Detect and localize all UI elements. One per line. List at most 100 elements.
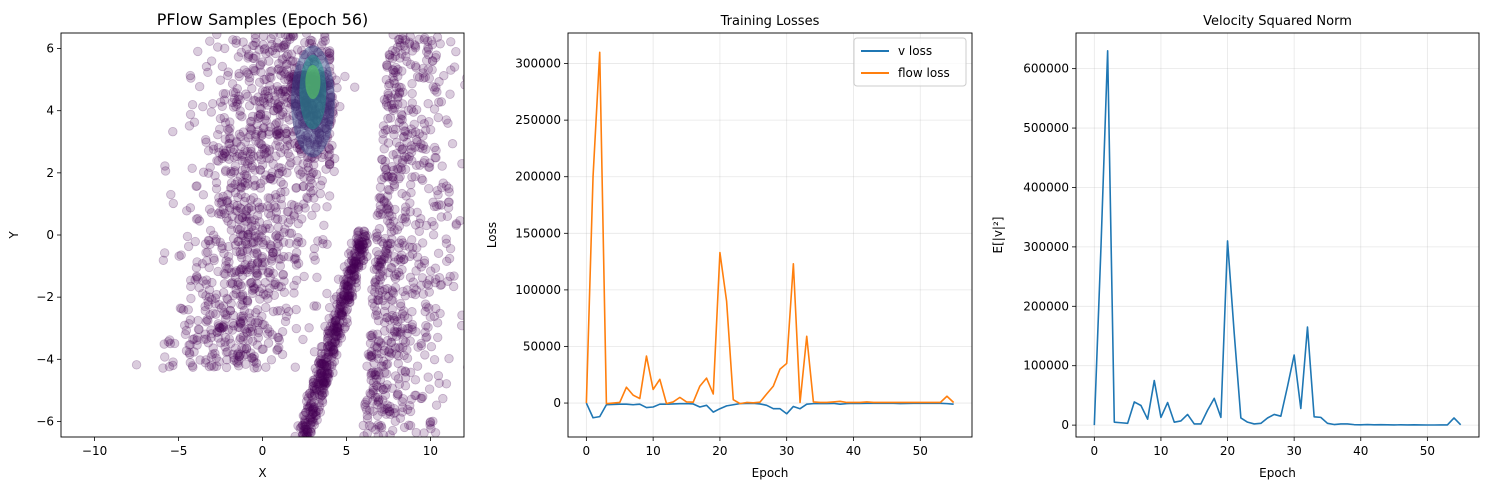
scatter-point xyxy=(284,306,294,317)
scatter-point xyxy=(329,344,339,355)
scatter-point xyxy=(251,129,261,140)
scatter-point xyxy=(225,117,235,127)
scatter-point xyxy=(268,248,278,258)
scatter-point xyxy=(209,255,219,266)
scatter-point xyxy=(430,52,441,63)
scatter-point xyxy=(395,172,405,182)
scatter-point xyxy=(394,141,405,152)
scatter-point xyxy=(237,165,247,176)
scatter-point xyxy=(238,127,249,137)
scatter-point xyxy=(430,428,441,437)
scatter-point xyxy=(184,121,195,131)
scatter-point xyxy=(233,358,243,368)
scatter-point xyxy=(259,98,270,108)
scatter-point xyxy=(330,315,341,325)
scatter-point xyxy=(208,343,218,353)
scatter-point xyxy=(291,323,302,334)
scatter-point xyxy=(307,210,317,221)
scatter-point xyxy=(160,166,171,176)
scatter-point xyxy=(216,323,227,334)
scatter-point xyxy=(338,295,348,305)
scatter-point xyxy=(471,185,480,194)
scatter-point xyxy=(300,416,310,427)
scatter-point xyxy=(254,77,265,87)
scatter-point xyxy=(253,333,264,343)
scatter-point xyxy=(190,236,200,247)
scatter-point xyxy=(270,42,280,53)
scatter-point xyxy=(299,172,309,183)
scatter-point xyxy=(323,325,334,336)
scatter-points xyxy=(131,33,480,437)
scatter-point xyxy=(302,403,313,413)
scatter-point xyxy=(429,220,439,231)
scatter-point xyxy=(282,207,293,217)
scatter-point xyxy=(323,342,333,352)
scatter-point xyxy=(372,235,382,245)
scatter-point xyxy=(235,319,246,329)
scatter-point xyxy=(249,238,259,248)
scatter-point xyxy=(203,168,214,178)
scatter-point xyxy=(329,347,339,357)
scatter-point xyxy=(358,232,368,243)
scatter-point xyxy=(416,174,427,184)
scatter-point xyxy=(259,122,269,133)
scatter-point xyxy=(239,196,250,207)
scatter-point xyxy=(247,160,257,171)
scatter-point xyxy=(237,111,247,122)
losses-x-ticks: 0 10 20 30 40 50 xyxy=(583,437,928,458)
scatter-point xyxy=(215,113,226,124)
scatter-point xyxy=(274,231,285,242)
scatter-point xyxy=(244,308,255,318)
scatter-point xyxy=(275,128,285,139)
scatter-point xyxy=(244,101,255,111)
y-tick-label: 0 xyxy=(1061,418,1069,432)
scatter-point xyxy=(245,313,255,323)
scatter-point xyxy=(398,335,408,345)
scatter-point xyxy=(318,357,329,368)
scatter-point xyxy=(364,420,375,431)
scatter-point xyxy=(268,159,278,169)
scatter-point xyxy=(238,316,248,326)
scatter-point xyxy=(276,66,286,76)
scatter-point xyxy=(399,422,410,433)
scatter-point xyxy=(346,238,357,248)
scatter-point xyxy=(238,311,248,321)
scatter-point xyxy=(267,39,277,50)
scatter-title: PFlow Samples (Epoch 56) xyxy=(157,10,369,29)
scatter-point xyxy=(369,302,380,312)
scatter-point xyxy=(407,235,417,245)
scatter-point xyxy=(256,149,266,159)
x-tick-label: 10 xyxy=(645,444,660,458)
scatter-point xyxy=(185,109,196,120)
scatter-point xyxy=(194,324,204,335)
scatter-point xyxy=(239,65,250,75)
velocity-axes-frame xyxy=(1075,32,1480,438)
scatter-point xyxy=(209,362,219,372)
scatter-point xyxy=(335,322,345,332)
scatter-point xyxy=(257,311,267,322)
scatter-point xyxy=(324,326,334,336)
scatter-point xyxy=(306,390,317,400)
scatter-point xyxy=(400,214,410,224)
scatter-point xyxy=(249,175,259,185)
scatter-point xyxy=(233,224,243,234)
scatter-point xyxy=(222,355,232,365)
scatter-point xyxy=(203,247,213,257)
y-tick-label: 600000 xyxy=(1023,62,1069,76)
scatter-point xyxy=(217,322,228,332)
scatter-point xyxy=(261,116,271,126)
scatter-point xyxy=(203,300,214,310)
scatter-point xyxy=(237,291,248,301)
scatter-point xyxy=(265,173,275,184)
scatter-point xyxy=(264,146,274,156)
scatter-point xyxy=(282,112,292,122)
scatter-point xyxy=(257,265,267,275)
scatter-point xyxy=(254,204,265,214)
scatter-point xyxy=(267,168,277,178)
scatter-point xyxy=(313,372,323,383)
scatter-point xyxy=(254,315,264,326)
scatter-point xyxy=(216,303,226,313)
scatter-point xyxy=(272,118,282,128)
scatter-point xyxy=(356,236,367,246)
scatter-point xyxy=(230,88,241,98)
